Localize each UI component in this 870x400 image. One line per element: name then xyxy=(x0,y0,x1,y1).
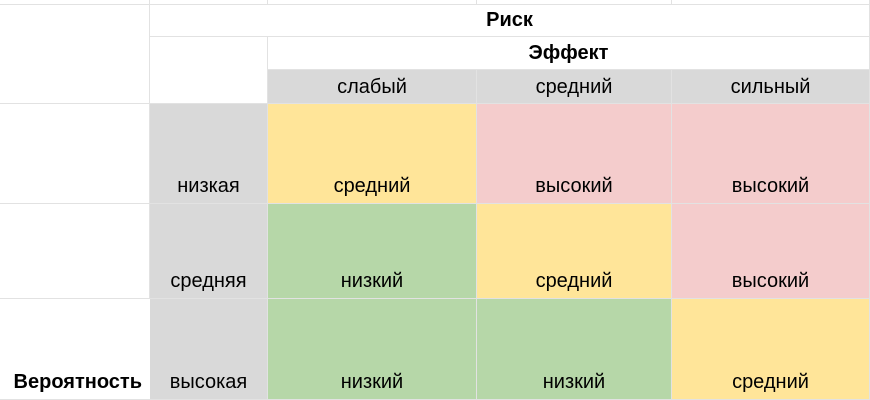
cell xyxy=(150,37,268,104)
risk-cell: высокий xyxy=(477,104,672,204)
risk-cell: низкий xyxy=(477,299,672,400)
cell xyxy=(0,104,150,204)
cell xyxy=(477,0,672,5)
row-group-label: Вероятность xyxy=(0,299,150,400)
risk-cell: низкий xyxy=(268,299,477,400)
risk-cell: средний xyxy=(477,204,672,299)
risk-cell: высокий xyxy=(672,104,870,204)
row-header: высокая xyxy=(150,299,268,400)
row-header: средняя xyxy=(150,204,268,299)
row-header: низкая xyxy=(150,104,268,204)
column-header: слабый xyxy=(268,70,477,104)
risk-cell: высокий xyxy=(672,204,870,299)
cell xyxy=(150,0,268,5)
effect-header: Эффект xyxy=(268,37,870,70)
cell xyxy=(0,0,150,5)
cell xyxy=(0,5,150,104)
column-header: сильный xyxy=(672,70,870,104)
risk-cell: средний xyxy=(268,104,477,204)
cell xyxy=(268,0,477,5)
cell xyxy=(0,204,150,299)
risk-header: Риск xyxy=(150,5,870,37)
risk-cell: средний xyxy=(672,299,870,400)
risk-cell: низкий xyxy=(268,204,477,299)
column-header: средний xyxy=(477,70,672,104)
